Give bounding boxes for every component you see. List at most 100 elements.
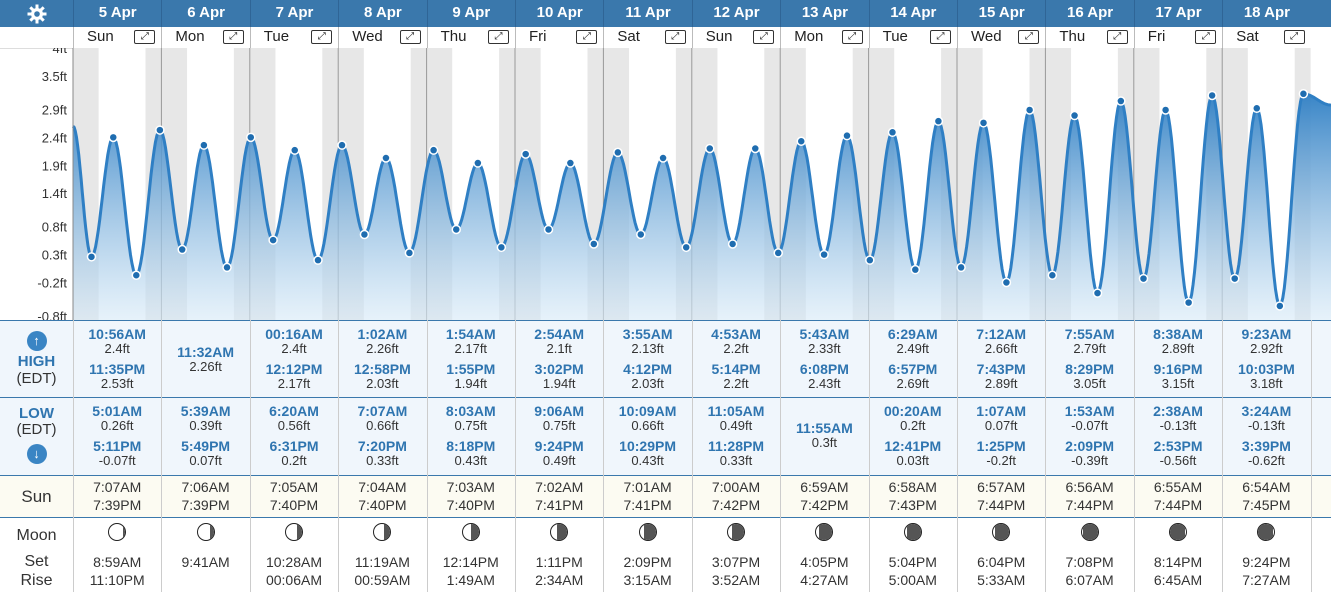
low-height: 0.33ft (366, 453, 399, 468)
high-height: 3.18ft (1250, 376, 1283, 391)
tide-point (337, 140, 347, 150)
moonset-time: 1:11PM (535, 554, 583, 570)
expand-icon[interactable]: ⤢ (753, 30, 775, 44)
expand-icon[interactable]: ⤢ (929, 30, 951, 44)
high-time: 6:08PM (799, 361, 849, 377)
weekday-cell: Tue ⤢ (249, 27, 338, 48)
moon-phase-icon (726, 523, 745, 541)
moon-cell: 4:05PM 4:27AM (780, 517, 868, 592)
high-time: 7:55AM (1064, 326, 1115, 342)
expand-icon[interactable]: ⤢ (222, 30, 244, 44)
tide-point (86, 252, 97, 262)
sunrise-time: 6:55AM (1153, 479, 1203, 495)
moon-phase-icon (638, 523, 657, 541)
moon-phase-icon (196, 523, 215, 541)
low-time: 11:55AM (795, 420, 853, 436)
expand-icon[interactable]: ⤢ (664, 30, 686, 44)
low-height: 0.07ft (189, 453, 222, 468)
y-tick-label: 0.8ft (42, 220, 68, 235)
sun-cell: 7:06AM 7:39PM (161, 478, 249, 516)
tide-point (177, 244, 187, 255)
arrow-up-icon[interactable]: ↑ (26, 331, 47, 351)
low-height: 0.39ft (189, 418, 222, 433)
arrow-down-icon[interactable]: ↓ (26, 444, 47, 464)
moon-shade (644, 524, 656, 540)
moon-rise-label: Rise (20, 572, 53, 589)
column-divider (1222, 320, 1224, 592)
low-height: 0.2ft (900, 418, 926, 433)
high-time: 11:32AM (177, 344, 234, 360)
moon-shade (383, 524, 391, 540)
sun-cell: 6:57AM 7:44PM (957, 478, 1045, 516)
expand-icon[interactable]: ⤢ (311, 30, 333, 44)
low-cell: 00:20AM 0.2ft 12:41PM 0.03ft (869, 402, 957, 472)
low-height: 0.75ft (454, 418, 488, 433)
high-height: 1.94ft (454, 376, 488, 391)
high-height: 2.66ft (984, 341, 1018, 356)
expand-icon[interactable]: ⤢ (576, 30, 598, 44)
low-row-bg (0, 397, 1331, 475)
high-cell: 9:23AM 2.92ft 10:03PM 3.18ft (1222, 325, 1310, 395)
high-time: 10:03PM (1237, 361, 1295, 377)
moon-cell: 3:07PM 3:52AM (692, 517, 780, 592)
date-label: 16 Apr (1045, 0, 1133, 27)
moonrise-time: 1:49AM (446, 572, 495, 588)
high-time: 6:57PM (888, 361, 938, 377)
expand-icon[interactable]: ⤢ (1283, 30, 1305, 44)
high-height: 2.1ft (546, 341, 572, 356)
expand-icon[interactable]: ⤢ (1106, 30, 1128, 44)
sun-cell: 6:54AM 7:45PM (1222, 478, 1310, 516)
sun-cell: 6:58AM 7:43PM (869, 478, 957, 516)
weekday-cell: Tue ⤢ (868, 27, 957, 48)
sun-cell: 7:01AM 7:41PM (603, 478, 691, 516)
high-height: 2.49ft (896, 341, 930, 356)
high-time: 3:02PM (534, 361, 584, 377)
low-cell: 1:07AM 0.07ft 1:25PM -0.2ft (957, 402, 1045, 472)
column-divider (603, 320, 605, 592)
tide-chart: 4ft 3.5ft 2.9ft 2.4ft 1.9ft 1.4ft 0.8ft 0.3ft -0… (37, 48, 1331, 320)
tide-point (313, 255, 323, 265)
weekday-label: Fri (529, 28, 547, 45)
weekday-cell: Sun ⤢ (73, 27, 161, 48)
weekday-row: Sun ⤢ Mon ⤢ Tue ⤢ Wed ⤢ Thu ⤢ Fri ⤢ Sat ⤢ Sun ⤢ Mon ⤢ Tue ⤢… (0, 27, 1331, 49)
high-height: 2.89ft (1161, 341, 1195, 356)
expand-icon[interactable]: ⤢ (134, 30, 156, 44)
weekday-label: Thu (1059, 28, 1086, 45)
gear-icon[interactable] (0, 0, 73, 27)
date-label: 11 Apr (603, 0, 691, 27)
expand-icon[interactable]: ⤢ (399, 30, 421, 44)
high-time: 9:23AM (1241, 326, 1292, 342)
low-time: 3:39PM (1241, 438, 1291, 454)
moon-cell: 2:09PM 3:15AM (603, 517, 691, 592)
column-divider (780, 320, 782, 592)
moonset-time: 10:28AM (265, 554, 323, 570)
moonrise-time: 3:52AM (711, 572, 761, 588)
low-height: -0.39ft (1071, 453, 1109, 468)
low-time: 12:41PM (884, 438, 942, 454)
high-height: 2.17ft (277, 376, 311, 391)
moon-shade (819, 524, 833, 540)
low-tz-label: (EDT) (16, 421, 57, 438)
low-cell: 11:05AM 0.49ft 11:28PM 0.33ft (692, 402, 780, 472)
sunset-time: 7:42PM (711, 497, 761, 513)
weekday-label: Mon (175, 28, 205, 45)
weekday-label: Tue (882, 28, 908, 45)
tide-point (131, 270, 142, 280)
low-time: 5:49PM (181, 438, 231, 454)
expand-icon[interactable]: ⤢ (487, 30, 509, 44)
moonset-time: 12:14PM (442, 554, 499, 570)
expand-icon[interactable]: ⤢ (1018, 30, 1040, 44)
low-time: 9:06AM (534, 403, 585, 419)
tide-point (1229, 273, 1240, 284)
expand-icon[interactable]: ⤢ (841, 30, 863, 44)
expand-icon[interactable]: ⤢ (1195, 30, 1217, 44)
moon-phase-icon (1257, 523, 1276, 541)
y-tick-label: -0.2ft (37, 276, 67, 291)
tide-point (796, 136, 807, 146)
weekday-cell: Fri ⤢ (515, 27, 603, 48)
low-time: 8:03AM (445, 403, 496, 419)
high-height: 3.15ft (1161, 376, 1195, 391)
y-tick-label: 1.4ft (42, 186, 68, 201)
date-label: 15 Apr (957, 0, 1045, 27)
low-height: 0.49ft (719, 418, 753, 433)
